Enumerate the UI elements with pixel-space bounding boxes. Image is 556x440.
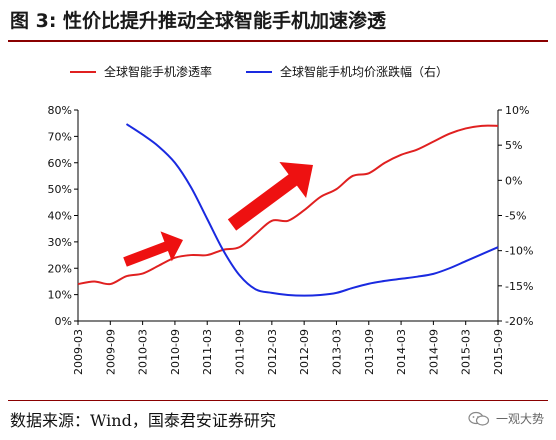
legend-label-price-change: 全球智能手机均价涨跌幅（右）: [280, 65, 449, 79]
wechat-icon: [468, 411, 490, 426]
x-tick-label: 2011-09: [234, 329, 247, 375]
series-line-penetration: [77, 124, 499, 286]
trend-arrow-small: [123, 231, 183, 267]
legend-swatch-penetration: [70, 70, 96, 73]
chart-title: 图 3: 性价比提升推动全球智能手机加速渗透: [10, 10, 387, 32]
legend-item-price-change: 全球智能手机均价涨跌幅（右）: [246, 63, 448, 80]
x-tick-label: 2014-09: [427, 329, 440, 375]
y-right-tick-label: 10%: [505, 104, 529, 117]
y-left-tick-label: 20%: [48, 262, 72, 275]
x-tick-label: 2010-03: [137, 329, 150, 375]
source-divider: [8, 400, 548, 401]
legend-label-penetration: 全球智能手机渗透率: [104, 65, 213, 79]
x-tick-label: 2010-09: [169, 329, 182, 375]
x-tick-label: 2009-03: [72, 329, 85, 375]
series-line-price-change: [125, 123, 499, 297]
x-tick-label: 2015-09: [492, 329, 505, 375]
x-tick-label: 2009-09: [104, 329, 117, 375]
x-tick-label: 2013-09: [363, 329, 376, 375]
y-left-tick-label: 80%: [48, 104, 72, 117]
y-left-tick-label: 30%: [48, 236, 72, 249]
y-right-tick-label: 0%: [505, 174, 522, 187]
y-right-tick-label: -15%: [505, 280, 533, 293]
y-right-tick-label: 5%: [505, 139, 522, 152]
x-tick-label: 2014-03: [395, 329, 408, 375]
x-tick-label: 2013-03: [330, 329, 343, 375]
x-tick-label: 2012-03: [266, 329, 279, 375]
legend-swatch-price-change: [246, 70, 273, 73]
trend-arrow-large: [227, 162, 314, 231]
x-tick-label: 2011-03: [201, 329, 214, 375]
legend-item-penetration: 全球智能手机渗透率: [70, 63, 212, 80]
y-left-tick-label: 40%: [48, 210, 72, 223]
source-note: 数据来源：Wind，国泰君安证券研究: [10, 411, 276, 430]
y-right-tick-label: -10%: [505, 245, 533, 258]
y-right-tick-label: -20%: [505, 315, 533, 328]
y-left-tick-label: 70%: [48, 130, 72, 143]
y-left-tick-label: 60%: [48, 157, 72, 170]
y-left-tick-label: 0%: [55, 315, 72, 328]
y-right-tick-label: -5%: [505, 210, 526, 223]
title-divider: [8, 40, 548, 42]
chart-legend: 全球智能手机渗透率 全球智能手机均价涨跌幅（右）: [70, 63, 482, 80]
x-tick-label: 2012-09: [298, 329, 311, 375]
y-left-tick-label: 10%: [48, 289, 72, 302]
y-left-tick-label: 50%: [48, 183, 72, 196]
watermark: 一观大势: [468, 410, 544, 427]
watermark-label: 一观大势: [495, 412, 544, 426]
x-tick-label: 2015-03: [460, 329, 473, 375]
